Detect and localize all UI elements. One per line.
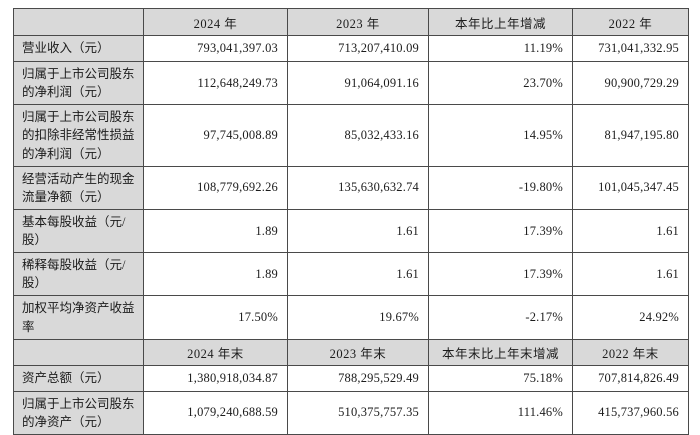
header-row: 2024 年末 2023 年末 本年末比上年末增减 2022 年末: [13, 338, 689, 366]
value-cell: 1.89: [143, 252, 288, 297]
value-cell: 112,648,249.73: [143, 60, 288, 106]
row-label: 归属于上市公司股东的净利润（元）: [13, 60, 144, 106]
header-empty-cell: [13, 338, 144, 366]
value-cell: 1,079,240,688.59: [143, 390, 288, 435]
table-row: 营业收入（元） 793,041,397.03 713,207,410.09 11.19…: [13, 35, 689, 62]
column-header: 2023 年: [287, 8, 429, 36]
value-cell: 713,207,410.09: [287, 35, 429, 62]
column-header: 2024 年末: [143, 338, 288, 366]
financial-summary: 2024 年 2023 年本年比上年增减 2022 年营业收入（元） 793,041,…: [13, 8, 689, 435]
value-cell: 731,041,332.95: [572, 35, 689, 62]
value-cell: 97,745,008.89: [143, 104, 288, 167]
header-row: 2024 年 2023 年本年比上年增减 2022 年: [13, 8, 689, 36]
table-row: 稀释每股收益（元/股） 1.89 1.61 17.39% 1.61: [13, 252, 689, 297]
financial-table-body: 2024 年 2023 年本年比上年增减 2022 年营业收入（元） 793,041,…: [13, 8, 689, 435]
financial-summary-table: 2024 年 2023 年本年比上年增减 2022 年营业收入（元） 793,041,…: [13, 8, 689, 435]
table-row: 加权平均净资产收益率 17.50% 19.67% -2.17% 24.92%: [13, 295, 689, 340]
value-cell: 1,380,918,034.87: [143, 364, 288, 392]
table-row: 资产总额（元） 1,380,918,034.87 788,295,529.49 75.…: [13, 364, 689, 392]
value-cell: 19.67%: [287, 295, 429, 340]
value-cell: 101,045,347.45: [572, 165, 689, 210]
value-cell: 17.50%: [143, 295, 288, 340]
row-label: 稀释每股收益（元/股）: [13, 252, 144, 297]
row-label: 资产总额（元）: [13, 364, 144, 392]
value-cell: 17.39%: [428, 252, 573, 297]
row-label: 归属于上市公司股东的净资产（元）: [13, 390, 144, 435]
value-cell: 510,375,757.35: [287, 390, 429, 435]
value-cell: 91,064,091.16: [287, 60, 429, 106]
row-label: 加权平均净资产收益率: [13, 295, 144, 340]
header-empty-cell: [13, 8, 144, 36]
value-cell: 707,814,826.49: [572, 364, 689, 392]
value-cell: 111.46%: [428, 390, 573, 435]
value-cell: 788,295,529.49: [287, 364, 429, 392]
column-header: 本年比上年增减: [428, 8, 573, 36]
value-cell: -2.17%: [428, 295, 573, 340]
value-cell: 108,779,692.26: [143, 165, 288, 210]
value-cell: 793,041,397.03: [143, 35, 288, 62]
value-cell: 90,900,729.29: [572, 60, 689, 106]
value-cell: 1.61: [572, 208, 689, 254]
value-cell: 1.61: [572, 252, 689, 297]
value-cell: 75.18%: [428, 364, 573, 392]
value-cell: 17.39%: [428, 208, 573, 254]
value-cell: 85,032,433.16: [287, 104, 429, 167]
value-cell: 135,630,632.74: [287, 165, 429, 210]
value-cell: 1.61: [287, 208, 429, 254]
table-row: 归属于上市公司股东的扣除非经常性损益的净利润（元） 97,745,008.89 85…: [13, 104, 689, 167]
row-label: 经营活动产生的现金流量净额（元）: [13, 165, 144, 210]
row-label: 归属于上市公司股东的扣除非经常性损益的净利润（元）: [13, 104, 144, 167]
row-label: 基本每股收益（元/股）: [13, 208, 144, 254]
column-header: 2022 年末: [572, 338, 689, 366]
value-cell: 23.70%: [428, 60, 573, 106]
row-label: 营业收入（元）: [13, 35, 144, 62]
table-row: 归属于上市公司股东的净利润（元） 112,648,249.73 91,064,091…: [13, 60, 689, 106]
value-cell: 81,947,195.80: [572, 104, 689, 167]
column-header: 2022 年: [572, 8, 689, 36]
table-row: 经营活动产生的现金流量净额（元） 108,779,692.26 135,630,63…: [13, 165, 689, 210]
value-cell: -19.80%: [428, 165, 573, 210]
value-cell: 11.19%: [428, 35, 573, 62]
column-header: 2024 年: [143, 8, 288, 36]
column-header: 本年末比上年末增减: [428, 338, 573, 366]
table-row: 基本每股收益（元/股） 1.89 1.61 17.39% 1.61: [13, 208, 689, 254]
value-cell: 1.61: [287, 252, 429, 297]
table-row: 归属于上市公司股东的净资产（元） 1,079,240,688.59 510,375,…: [13, 390, 689, 435]
value-cell: 415,737,960.56: [572, 390, 689, 435]
value-cell: 24.92%: [572, 295, 689, 340]
value-cell: 1.89: [143, 208, 288, 254]
column-header: 2023 年末: [287, 338, 429, 366]
value-cell: 14.95%: [428, 104, 573, 167]
